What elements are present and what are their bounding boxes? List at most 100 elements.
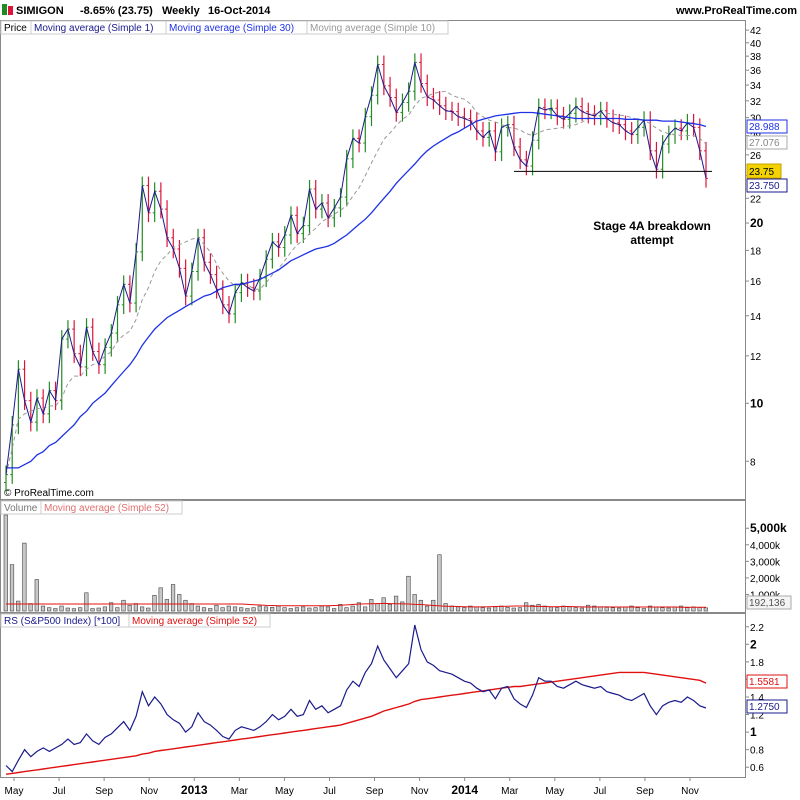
volume-legend: Volume Moving average (Simple 52) xyxy=(0,500,183,515)
volume-bar xyxy=(381,597,386,612)
volume-bar xyxy=(257,605,262,612)
header-change: -8.65% (23.75) xyxy=(80,5,153,17)
price-tick-label: 12 xyxy=(750,352,762,363)
volume-bar xyxy=(34,579,39,612)
volume-bar xyxy=(493,606,498,612)
volume-bar xyxy=(146,607,151,612)
volume-bar xyxy=(47,607,52,612)
volume-bar xyxy=(121,599,126,612)
price-tick-label: 8 xyxy=(750,457,756,468)
volume-bar xyxy=(139,606,145,612)
volume-bar xyxy=(183,599,188,612)
volume-panel-frame xyxy=(0,500,746,613)
volume-bar xyxy=(678,605,684,612)
volume-bar xyxy=(313,607,318,612)
rs-tick-label: 2.2 xyxy=(750,623,764,634)
volume-bar xyxy=(102,606,108,612)
volume-bar xyxy=(270,607,275,612)
volume-bar xyxy=(40,605,46,612)
price-tick-label: 18 xyxy=(750,246,762,257)
legend-ma10: Moving average (Simple 10) xyxy=(310,23,435,34)
volume-tick-label: 5,000k xyxy=(750,521,787,535)
volume-bar xyxy=(220,607,225,612)
volume-bar xyxy=(282,607,287,612)
volume-tick-label: 2,000k xyxy=(750,574,781,585)
volume-bar xyxy=(418,599,423,612)
volume-bar xyxy=(616,607,622,612)
volume-bar xyxy=(412,594,417,612)
x-tick-label: Sep xyxy=(636,786,654,797)
volume-bar xyxy=(505,607,510,612)
volume-bar xyxy=(245,608,250,612)
x-tick-label: Jul xyxy=(593,786,606,797)
volume-bar xyxy=(208,608,213,612)
badge-rs-ma: 1.5581 xyxy=(749,677,780,688)
volume-bar xyxy=(604,607,609,612)
rs-panel-frame xyxy=(0,613,746,778)
volume-bar xyxy=(226,605,231,612)
volume-bar xyxy=(703,607,708,612)
rs-ma-line xyxy=(5,671,707,775)
volume-bar xyxy=(356,602,361,612)
header-period: Weekly xyxy=(162,5,201,17)
legend-price: Price xyxy=(4,23,27,34)
badge-rs: 1.2750 xyxy=(749,702,780,713)
volume-bar xyxy=(536,604,541,612)
price-tick-label: 38 xyxy=(750,52,762,63)
volume-bar xyxy=(511,607,516,612)
x-tick-label: Sep xyxy=(366,786,384,797)
price-tick-label: 36 xyxy=(750,66,762,77)
volume-bar xyxy=(424,605,430,612)
x-tick-label: Nov xyxy=(411,786,429,797)
ma10-line xyxy=(5,90,707,475)
annotation-line-2: attempt xyxy=(630,233,673,247)
volume-bar xyxy=(586,604,591,612)
price-tick-label: 40 xyxy=(750,39,762,50)
price-tick-label: 10 xyxy=(750,396,764,410)
volume-bar xyxy=(666,607,671,612)
price-tick-label: 16 xyxy=(750,277,762,288)
volume-bar xyxy=(84,592,89,612)
volume-bar xyxy=(573,607,578,612)
volume-bar xyxy=(239,607,244,612)
volume-bar xyxy=(164,599,169,612)
rs-line xyxy=(5,624,707,773)
volume-bar xyxy=(232,606,238,612)
volume-bar xyxy=(629,605,634,612)
volume-bar xyxy=(170,584,176,612)
x-tick-label: 2013 xyxy=(181,783,208,797)
volume-bar xyxy=(375,603,380,612)
x-tick-label: Sep xyxy=(95,786,113,797)
x-tick-label: May xyxy=(275,786,294,797)
volume-bar xyxy=(462,607,467,612)
rs-tick-label: 1 xyxy=(750,725,757,739)
volume-bar xyxy=(109,602,114,612)
price-tick-label: 22 xyxy=(750,194,762,205)
volume-bar xyxy=(548,606,554,612)
header-site: www.ProRealTime.com xyxy=(675,5,797,17)
volume-bar xyxy=(276,605,281,612)
volume-bar xyxy=(592,605,597,612)
volume-bar xyxy=(189,603,194,612)
legend-rs-ma: Moving average (Simple 52) xyxy=(132,616,257,627)
volume-bar xyxy=(301,606,306,612)
x-tick-label: Jul xyxy=(323,786,336,797)
volume-bar xyxy=(338,604,343,612)
rs-legend: RS (S&P500 Index) [*100] Moving average … xyxy=(0,613,271,628)
volume-bar xyxy=(555,607,560,612)
x-tick-label: May xyxy=(5,786,24,797)
ma1-line xyxy=(5,62,707,475)
volume-bar xyxy=(96,607,101,612)
volume-bar xyxy=(214,604,219,612)
volume-bar xyxy=(387,604,392,612)
volume-bar xyxy=(697,607,702,612)
volume-bar xyxy=(115,607,120,612)
annotation-line-1: Stage 4A breakdown xyxy=(593,219,711,233)
x-tick-label: Jul xyxy=(53,786,66,797)
volume-bar xyxy=(201,607,207,612)
volume-bar xyxy=(65,607,70,612)
volume-bar xyxy=(3,514,8,612)
rs-tick-label: 0.6 xyxy=(750,763,764,774)
